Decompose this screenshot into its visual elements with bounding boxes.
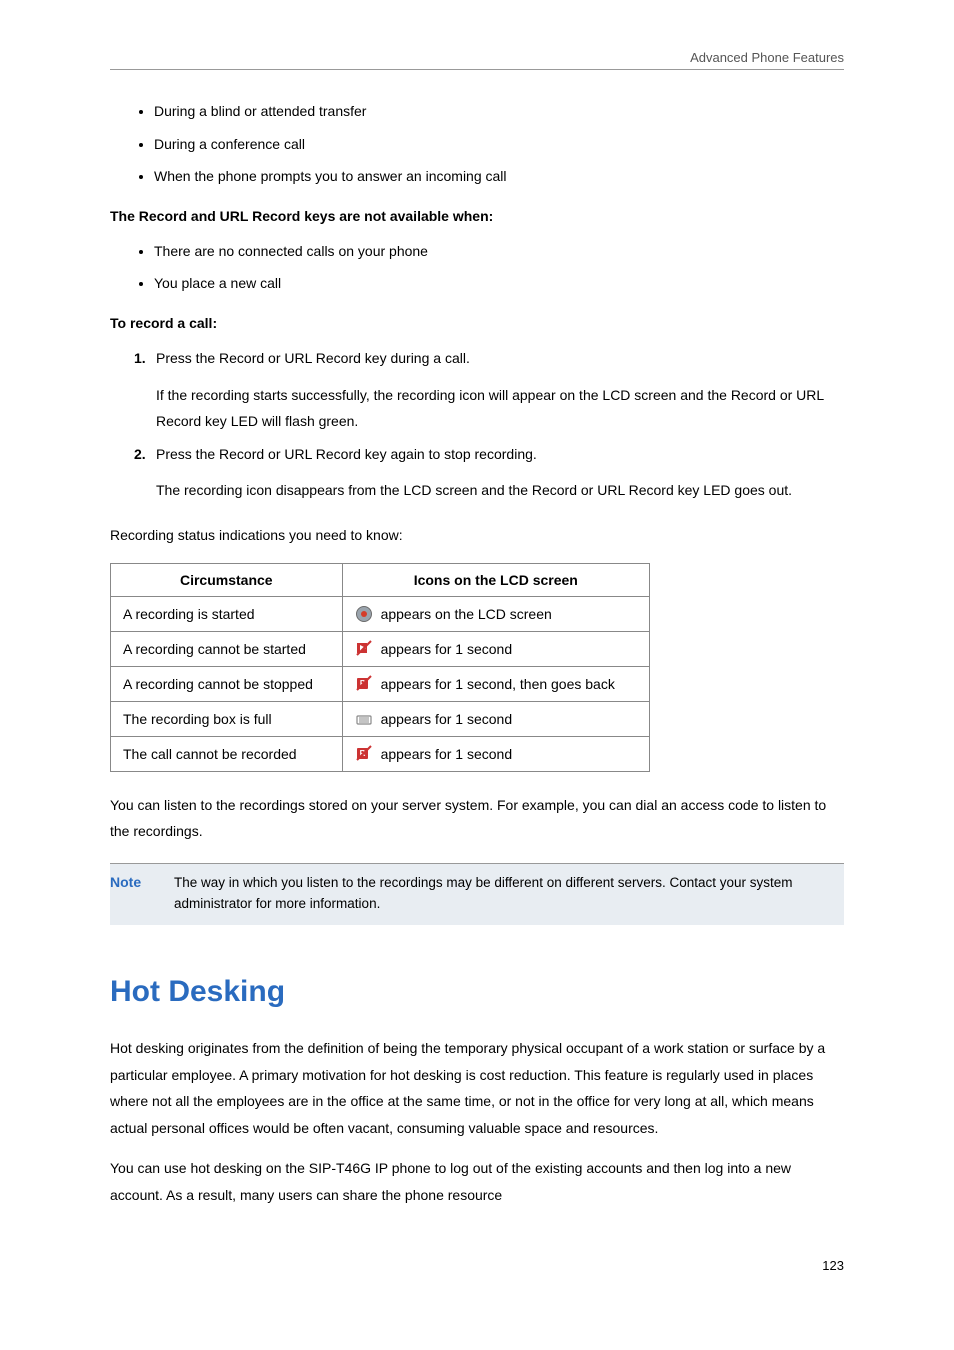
step-sub: The recording icon disappears from the L… <box>156 477 844 504</box>
icon-desc: appears for 1 second <box>381 711 513 727</box>
table-row: The recording box is full appears for 1 … <box>111 701 650 736</box>
icon-desc: appears for 1 second, then goes back <box>381 676 615 692</box>
icon-desc: appears on the LCD screen <box>381 606 552 622</box>
list-item: There are no connected calls on your pho… <box>154 238 844 265</box>
icon-cell: appears for 1 second <box>342 701 649 736</box>
cannot-record-icon: R <box>355 745 373 763</box>
icon-cell: P appears for 1 second, then goes back <box>342 666 649 701</box>
no-stop-icon: P <box>355 675 373 693</box>
step-main: Press the Record or URL Record key durin… <box>156 350 470 366</box>
status-table: Circumstance Icons on the LCD screen A r… <box>110 563 650 772</box>
list-item: Press the Record or URL Record key again… <box>134 441 844 504</box>
hot-desking-para1: Hot desking originates from the definiti… <box>110 1035 844 1141</box>
icon-cell: appears for 1 second <box>342 631 649 666</box>
not-available-heading: The Record and URL Record keys are not a… <box>110 208 844 224</box>
record-steps-list: Press the Record or URL Record key durin… <box>110 345 844 504</box>
record-dot-icon <box>355 605 373 623</box>
circumstance-cell: A recording cannot be stopped <box>111 666 343 701</box>
to-record-heading: To record a call: <box>110 315 844 331</box>
page-header: Advanced Phone Features <box>110 50 844 70</box>
step-sub: If the recording starts successfully, th… <box>156 382 844 435</box>
circumstance-cell: A recording is started <box>111 596 343 631</box>
table-header-row: Circumstance Icons on the LCD screen <box>111 563 650 596</box>
header-title: Advanced Phone Features <box>690 50 844 65</box>
table-row: A recording cannot be started appears fo… <box>111 631 650 666</box>
box-full-icon <box>355 710 373 728</box>
list-item: When the phone prompts you to answer an … <box>154 163 844 190</box>
list-item: During a conference call <box>154 131 844 158</box>
not-available-list: There are no connected calls on your pho… <box>110 238 844 297</box>
list-item: You place a new call <box>154 270 844 297</box>
table-row: The call cannot be recorded R appears fo… <box>111 736 650 771</box>
note-box: Note The way in which you listen to the … <box>110 863 844 925</box>
icon-cell: appears on the LCD screen <box>342 596 649 631</box>
circumstance-cell: The recording box is full <box>111 701 343 736</box>
list-item: During a blind or attended transfer <box>154 98 844 125</box>
page-container: Advanced Phone Features During a blind o… <box>0 0 954 1323</box>
table-row: A recording is started appears on the LC… <box>111 596 650 631</box>
table-header: Circumstance <box>111 563 343 596</box>
note-text: The way in which you listen to the recor… <box>174 872 832 915</box>
table-header: Icons on the LCD screen <box>342 563 649 596</box>
hot-desking-para2: You can use hot desking on the SIP-T46G … <box>110 1155 844 1208</box>
top-bullet-list: During a blind or attended transfer Duri… <box>110 98 844 190</box>
note-label: Note <box>110 872 174 890</box>
icon-desc: appears for 1 second <box>381 641 513 657</box>
circumstance-cell: The call cannot be recorded <box>111 736 343 771</box>
no-start-icon <box>355 640 373 658</box>
table-row: A recording cannot be stopped P appears … <box>111 666 650 701</box>
icon-cell: R appears for 1 second <box>342 736 649 771</box>
hot-desking-title: Hot Desking <box>110 975 844 1009</box>
icon-desc: appears for 1 second <box>381 746 513 762</box>
circumstance-cell: A recording cannot be started <box>111 631 343 666</box>
step-main: Press the Record or URL Record key again… <box>156 446 537 462</box>
status-intro: Recording status indications you need to… <box>110 522 844 549</box>
listen-paragraph: You can listen to the recordings stored … <box>110 792 844 845</box>
list-item: Press the Record or URL Record key durin… <box>134 345 844 435</box>
page-number: 123 <box>110 1258 844 1273</box>
